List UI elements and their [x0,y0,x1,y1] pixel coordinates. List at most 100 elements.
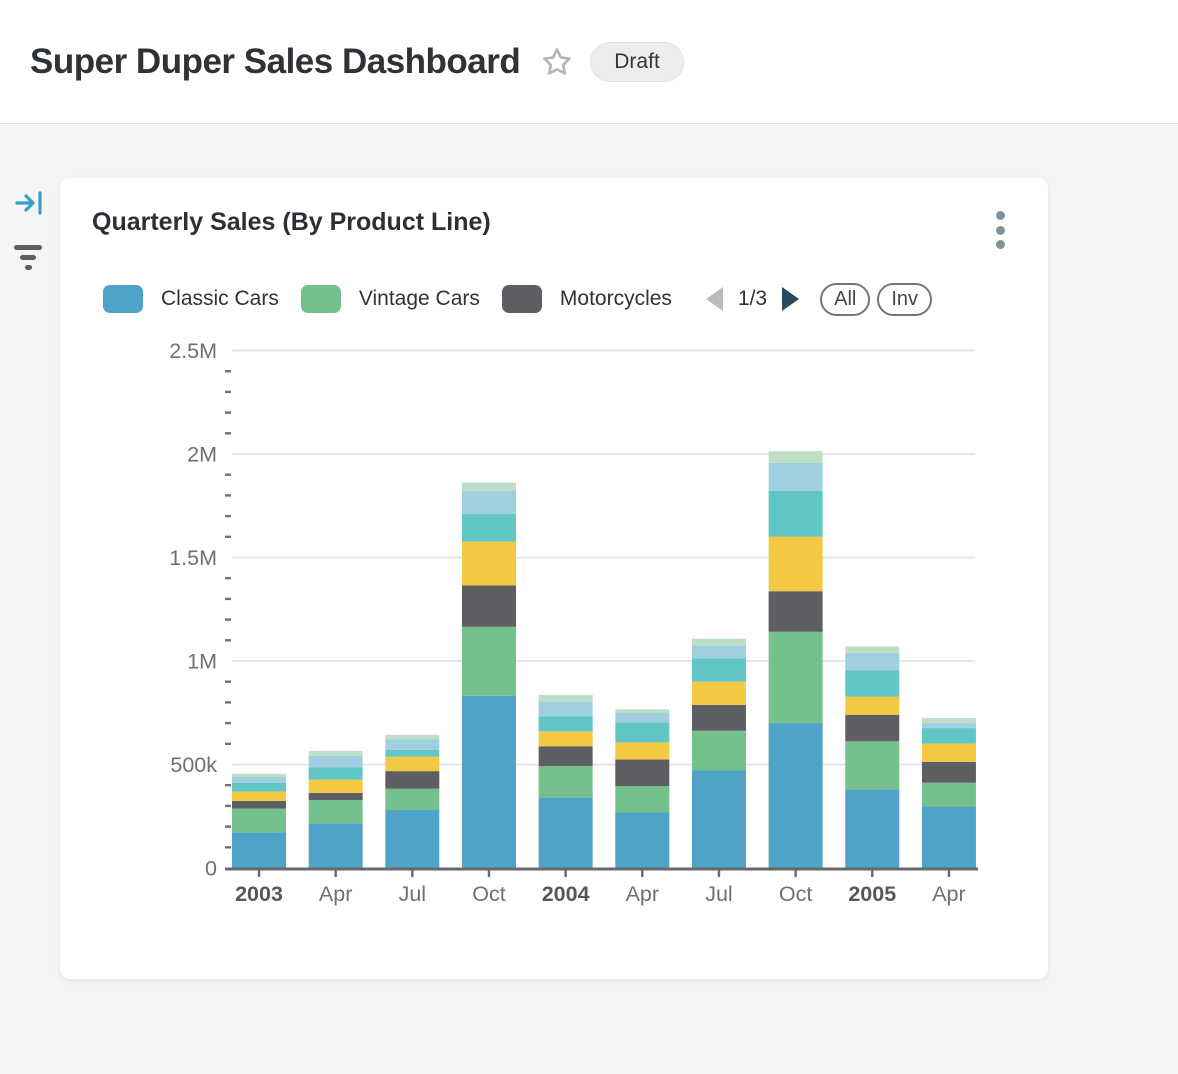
x-tick-label: Oct [472,882,505,906]
bar-segment[interactable] [768,451,823,463]
bar-segment[interactable] [461,585,516,627]
legend-label: Vintage Cars [358,287,480,310]
bar-segment[interactable] [615,812,670,868]
bar-segment[interactable] [691,658,746,682]
y-tick-label: 0 [205,857,217,881]
legend-item-motorcycles[interactable]: Motorcycles [501,285,672,313]
bar-segment[interactable] [461,626,516,696]
bar-segment[interactable] [232,832,286,868]
bar-segment[interactable] [538,694,593,702]
legend-next-icon[interactable] [782,287,800,311]
bar-segment[interactable] [768,462,823,491]
y-tick-label: 500k [170,753,217,777]
bar-segment[interactable] [921,806,976,868]
bar-segment[interactable] [615,712,670,723]
bar-segment[interactable] [845,646,900,653]
bar-segment[interactable] [768,723,823,868]
chart-area[interactable]: 0 500k 1M 1.5M 2M 2.5M 2003 Apr Jul Oct 2004 Apr Jul… [60,328,1048,973]
status-badge[interactable]: Draft [590,41,684,82]
bar-segment[interactable] [308,792,363,801]
legend-page-indicator: 1/3 [737,287,768,310]
bar-segment[interactable] [538,797,593,868]
bar-segment[interactable] [308,800,363,824]
bar-segment[interactable] [768,591,823,632]
bar-segment[interactable] [921,743,976,762]
bar-segment[interactable] [845,789,900,868]
bar-segment[interactable] [385,771,440,789]
bar-segment[interactable] [921,761,976,783]
bar-segment[interactable] [538,731,593,747]
bar-segment[interactable] [385,749,440,757]
dashboard-card: Quarterly Sales (By Product Line) Classi… [60,178,1048,979]
bar-segment[interactable] [691,638,746,646]
collapse-sidebar-button[interactable] [14,188,44,223]
bar-segment[interactable] [461,695,516,868]
legend-all-button[interactable]: All [820,282,871,316]
y-tick-label: 1M [187,650,217,674]
bar-segment[interactable] [845,741,900,790]
bar-segment[interactable] [461,490,516,515]
bar-segment[interactable] [232,791,286,801]
bar-segment[interactable] [538,716,593,732]
bar-segment[interactable] [691,681,746,705]
y-tick-label: 2M [187,443,217,467]
star-icon [543,47,572,75]
bar-segment[interactable] [768,490,823,537]
bar-segment[interactable] [615,722,670,743]
bar-segment[interactable] [232,773,286,777]
legend-prev-icon[interactable] [705,287,723,311]
bar-segment[interactable] [385,788,440,811]
card-menu-button[interactable] [988,210,1012,250]
bar-segment[interactable] [308,750,363,756]
bar-segment[interactable] [461,541,516,586]
quarterly-sales-stacked-bar-chart[interactable]: 0 500k 1M 1.5M 2M 2.5M 2003 Apr Jul Oct 2004 Apr Jul… [60,328,1048,973]
bar-segment[interactable] [538,701,593,717]
bar-segment[interactable] [232,782,286,792]
legend-invert-button[interactable]: Inv [877,282,933,316]
bar-segment[interactable] [615,709,670,713]
bar-segment[interactable] [921,782,976,807]
bar-segment[interactable] [461,482,516,491]
bar-segment[interactable] [921,723,976,729]
legend-item-classic-cars[interactable]: Classic Cars [103,285,279,313]
bar-segment[interactable] [615,759,670,787]
x-tick-label: Oct [779,882,812,906]
bar-segment[interactable] [385,734,440,740]
bar-segment[interactable] [845,670,900,697]
x-tick-label: 2004 [542,882,590,906]
bar-segment[interactable] [768,536,823,592]
bar-segment[interactable] [691,645,746,659]
bar-segment[interactable] [691,770,746,868]
bar-segment[interactable] [538,746,593,767]
bar-segment[interactable] [232,776,286,783]
bar-segment[interactable] [845,652,900,671]
chart-legend: Classic Cars Vintage Cars Motorcycles 1/3 … [103,281,1018,317]
x-tick-label: 2003 [235,882,283,906]
bar-segment[interactable] [385,739,440,750]
x-tick-label: Apr [319,882,352,906]
bar-segment[interactable] [232,800,286,809]
bar-segment[interactable] [538,766,593,798]
bar-segment[interactable] [308,767,363,780]
filter-button[interactable] [13,245,43,270]
bar-segment[interactable] [768,631,823,724]
bar-segment[interactable] [461,514,516,542]
bar-segment[interactable] [308,779,363,793]
bar-segment[interactable] [845,696,900,715]
legend-item-vintage-cars[interactable]: Vintage Cars [300,285,480,313]
bar-segment[interactable] [921,718,976,724]
bar-segment[interactable] [308,823,363,868]
bar-segment[interactable] [385,756,440,772]
kebab-icon [995,211,1005,220]
bar-segment[interactable] [921,728,976,744]
bar-segment[interactable] [232,808,286,833]
bar-segment[interactable] [615,742,670,760]
bar-segment[interactable] [845,714,900,742]
favorite-button[interactable] [540,45,574,79]
bar-segment[interactable] [615,786,670,813]
filter-icon [13,245,43,270]
bar-segment[interactable] [691,704,746,731]
bar-segment[interactable] [308,755,363,768]
bar-segment[interactable] [385,810,440,868]
bar-segment[interactable] [691,730,746,771]
